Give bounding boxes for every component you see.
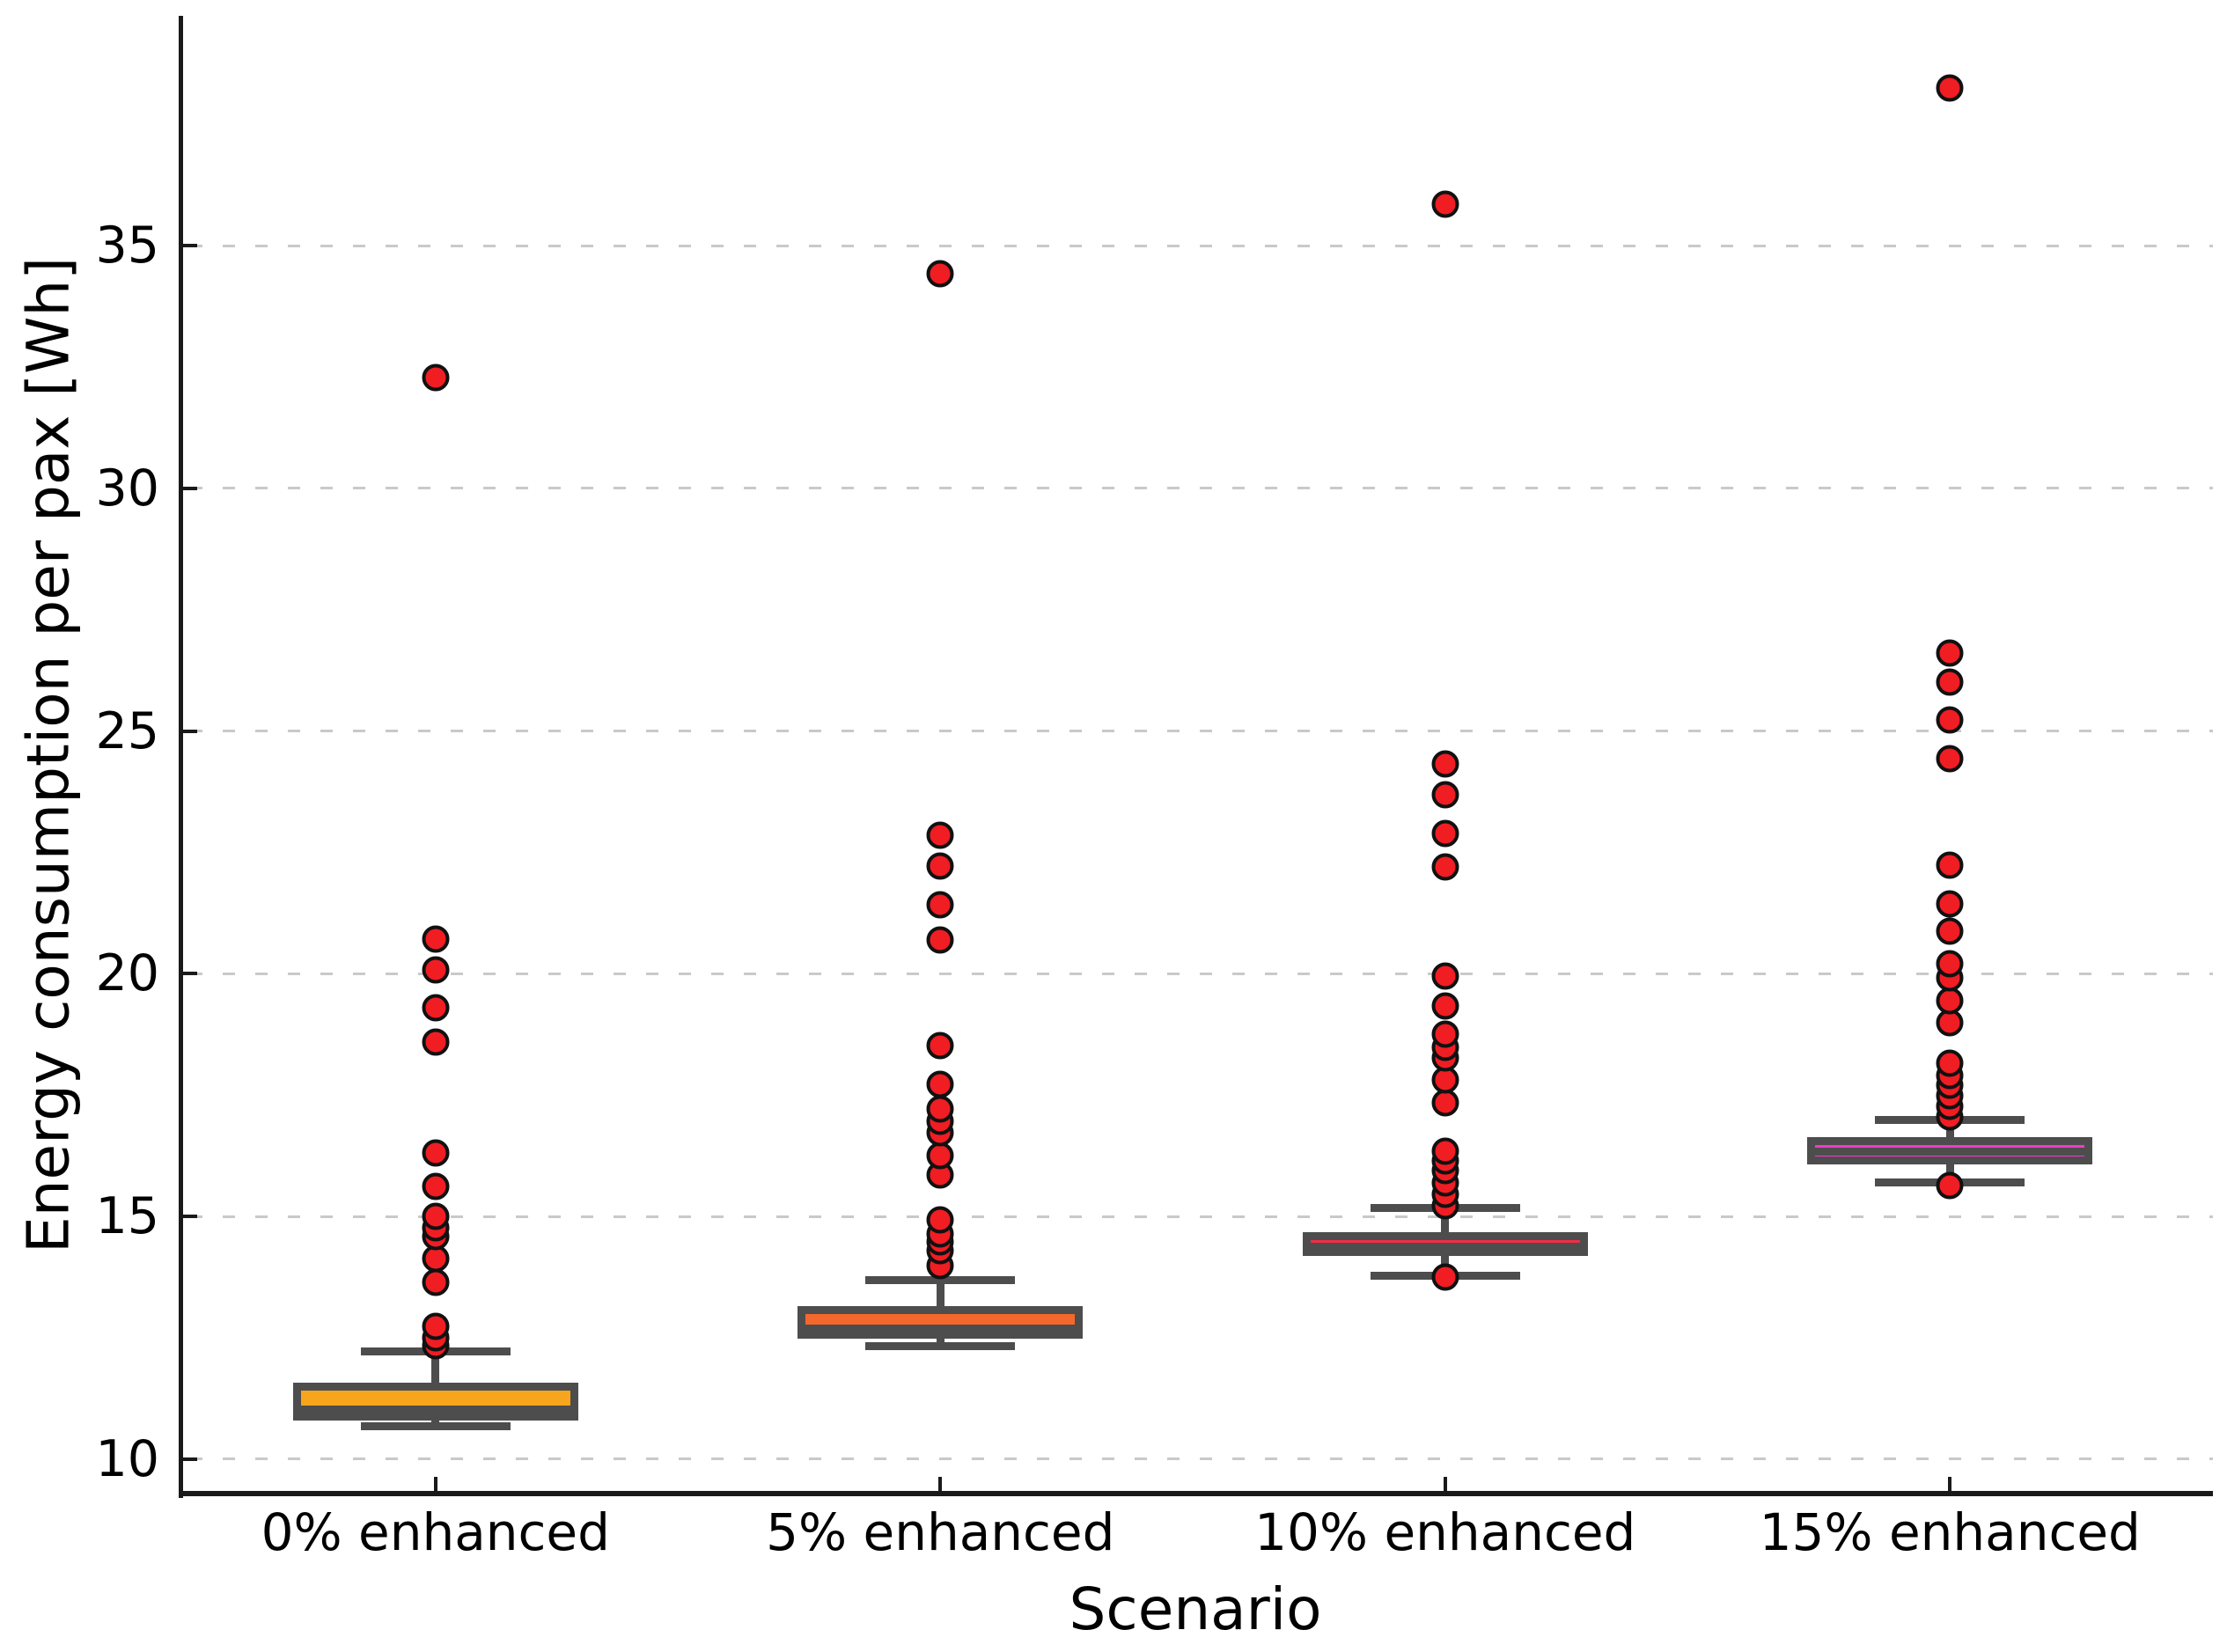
- outlier-dot: [1431, 853, 1459, 881]
- outlier-dot: [422, 925, 450, 953]
- outlier-dot: [1936, 706, 1964, 734]
- outlier-dot: [1936, 1171, 1964, 1200]
- y-tick-label: 25: [95, 701, 159, 760]
- gridline: [190, 244, 2213, 247]
- median-line: [1815, 1148, 2085, 1156]
- gridline: [190, 487, 2213, 490]
- outlier-dot: [926, 1032, 954, 1060]
- outlier-dot: [1431, 190, 1459, 218]
- outlier-dot: [1936, 1049, 1964, 1077]
- outlier-dot: [422, 994, 450, 1022]
- y-tick-mark: [183, 1215, 197, 1219]
- x-tick-mark: [1948, 1477, 1952, 1491]
- gridline: [190, 1457, 2213, 1461]
- outlier-dot: [926, 821, 954, 849]
- box: [292, 1382, 578, 1421]
- y-tick-mark: [183, 729, 197, 733]
- y-tick-label: 35: [95, 217, 159, 275]
- outlier-dot: [1431, 962, 1459, 990]
- outlier-dot: [926, 1206, 954, 1234]
- whisker-stem-lower: [936, 1334, 944, 1347]
- y-axis-label: Energy consumption per pax [Wh]: [14, 257, 83, 1253]
- outlier-dot: [1431, 1020, 1459, 1048]
- outlier-dot: [422, 1312, 450, 1340]
- outlier-dot: [422, 1172, 450, 1200]
- outlier-dot: [1431, 1137, 1459, 1165]
- y-tick-mark: [183, 1457, 197, 1461]
- whisker-cap-lower: [360, 1422, 511, 1431]
- category-label: 0% enhanced: [261, 1502, 610, 1562]
- whisker-stem-upper: [936, 1280, 944, 1311]
- bottom-spine: [179, 1491, 2213, 1496]
- outlier-dot: [926, 891, 954, 919]
- gridline: [190, 972, 2213, 975]
- outlier-dot: [1431, 781, 1459, 809]
- category-label: 5% enhanced: [766, 1502, 1115, 1562]
- whisker-stem-upper: [1441, 1208, 1450, 1237]
- median-line: [1310, 1242, 1580, 1251]
- y-tick-mark: [183, 486, 197, 490]
- whisker-stem-upper: [431, 1351, 440, 1387]
- category-label: 15% enhanced: [1759, 1502, 2141, 1562]
- outlier-dot: [422, 1268, 450, 1296]
- outlier-dot: [926, 260, 954, 288]
- outlier-dot: [422, 956, 450, 984]
- y-tick-mark: [183, 972, 197, 976]
- outlier-dot: [1431, 1263, 1459, 1291]
- y-tick-label: 30: [95, 459, 159, 518]
- outlier-dot: [1936, 890, 1964, 918]
- whisker-stem-lower: [1945, 1160, 1954, 1183]
- outlier-dot: [926, 1095, 954, 1123]
- y-tick-label: 10: [95, 1429, 159, 1488]
- outlier-dot: [1431, 992, 1459, 1020]
- median-line: [300, 1405, 570, 1413]
- left-spine: [179, 16, 183, 1498]
- outlier-dot: [422, 363, 450, 392]
- outlier-dot: [1936, 639, 1964, 667]
- outlier-dot: [1936, 745, 1964, 773]
- outlier-dot: [1936, 668, 1964, 696]
- gridline: [190, 1215, 2213, 1218]
- outlier-dot: [926, 852, 954, 880]
- outlier-dot: [926, 1142, 954, 1170]
- y-tick-label: 20: [95, 944, 159, 1003]
- whisker-cap-upper: [865, 1276, 1016, 1285]
- category-label: 10% enhanced: [1254, 1502, 1636, 1562]
- x-tick-mark: [938, 1477, 943, 1491]
- outlier-dot: [1936, 851, 1964, 879]
- outlier-dot: [926, 926, 954, 954]
- outlier-dot: [1936, 74, 1964, 102]
- y-tick-label: 15: [95, 1187, 159, 1246]
- whisker-stem-lower: [431, 1416, 440, 1427]
- x-axis-label: Scenario: [1069, 1575, 1322, 1643]
- outlier-dot: [1936, 917, 1964, 945]
- outlier-dot: [1431, 819, 1459, 848]
- box: [797, 1305, 1084, 1340]
- y-tick-mark: [183, 244, 197, 248]
- whisker-cap-lower: [865, 1342, 1016, 1351]
- x-tick-mark: [433, 1477, 437, 1491]
- outlier-dot: [926, 1070, 954, 1098]
- outlier-dot: [1936, 950, 1964, 978]
- gridline: [190, 730, 2213, 733]
- x-tick-mark: [1443, 1477, 1447, 1491]
- outlier-dot: [1431, 750, 1459, 778]
- median-line: [805, 1324, 1076, 1333]
- outlier-dot: [422, 1028, 450, 1056]
- outlier-dot: [422, 1139, 450, 1167]
- outlier-dot: [422, 1202, 450, 1230]
